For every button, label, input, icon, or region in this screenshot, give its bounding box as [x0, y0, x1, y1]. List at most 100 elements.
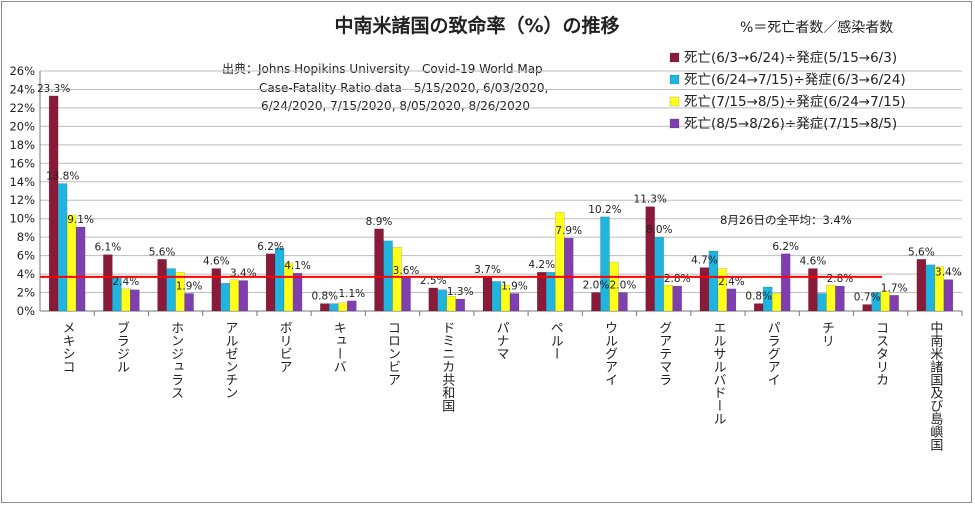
y-tick-label: 10%: [9, 212, 35, 226]
y-tick-label: 6%: [17, 249, 35, 263]
x-category-label: チリ: [819, 321, 834, 347]
data-label: 2.0%: [583, 280, 610, 292]
bar: [880, 291, 890, 312]
y-tick-label: 0%: [17, 304, 35, 318]
data-label: 1.9%: [176, 280, 203, 292]
data-label: 23.3%: [37, 83, 70, 95]
bar: [57, 183, 68, 312]
bar: [274, 247, 285, 312]
y-tick-label: 22%: [9, 101, 35, 115]
bar: [563, 237, 574, 312]
x-category-label: コスタリカ: [873, 321, 888, 386]
data-label: 8.0%: [646, 224, 673, 236]
bar: [229, 279, 240, 312]
legend-swatch: [669, 74, 680, 85]
data-labels: 23.3% 13.8% 9.1% 6.1% 2.4% 5.6% 1.9% 4.6% 3.4% 6.…: [37, 83, 962, 304]
x-category-label: アルゼンチン: [222, 321, 238, 399]
data-label: 6.1%: [95, 242, 122, 254]
legend-label: 死亡(8/5→8/26)÷発症(7/15→8/5): [684, 116, 897, 132]
bar: [338, 302, 348, 312]
data-label: 2.8%: [664, 273, 691, 285]
bar: [835, 285, 845, 312]
legend-swatch: [669, 118, 680, 129]
bar: [184, 293, 194, 312]
bar: [103, 254, 113, 312]
legend-label: 死亡(6/3→6/24)÷発症(5/15→6/3): [684, 50, 897, 66]
average-label: 8月26日の全平均：3.4%: [720, 213, 852, 227]
bar: [392, 247, 402, 312]
legend-label: 死亡(7/15→8/5)÷発症(6/24→7/15): [684, 94, 906, 110]
bar: [654, 236, 664, 312]
data-label: 3.4%: [935, 267, 962, 279]
bar: [536, 271, 547, 312]
x-category-label: ボリビア: [277, 321, 292, 373]
bar: [663, 284, 673, 312]
y-tick-label: 24%: [9, 82, 35, 96]
data-label: 3.7%: [474, 264, 501, 276]
data-label: 5.6%: [908, 246, 935, 258]
x-category-label: グアテマラ: [656, 321, 672, 386]
x-category-label: エルサルバドール: [710, 321, 726, 425]
data-label: 9.1%: [67, 214, 94, 226]
data-label: 4.6%: [800, 256, 827, 268]
data-label: 2.5%: [420, 275, 447, 287]
data-label: 11.3%: [634, 194, 667, 206]
y-tick-label: 20%: [9, 119, 35, 133]
bar: [175, 271, 185, 312]
bar: [699, 267, 710, 312]
bar: [943, 279, 954, 312]
bar: [446, 295, 457, 312]
data-label: 0.8%: [311, 291, 338, 303]
bar: [166, 268, 176, 312]
bar: [455, 298, 466, 312]
bar: [157, 259, 167, 312]
bar: [618, 292, 628, 312]
source-block: 出典：Johns Hopikins University Covid-19 Wo…: [222, 62, 548, 113]
x-category-label: ウルグアイ: [602, 321, 618, 386]
y-tick-label: 12%: [9, 193, 35, 207]
data-label: 6.2%: [257, 241, 284, 253]
data-label: 7.9%: [555, 225, 582, 237]
bar: [66, 214, 77, 312]
bar: [753, 303, 764, 312]
bar: [347, 300, 357, 312]
bar: [491, 281, 502, 312]
bar: [672, 285, 682, 312]
bar: [374, 228, 384, 312]
data-label: 0.7%: [854, 292, 881, 304]
bar: [238, 280, 249, 312]
bars: [48, 95, 954, 312]
bar: [320, 303, 330, 312]
data-label: 4.7%: [691, 255, 718, 267]
data-label: 4.2%: [528, 259, 555, 271]
x-axis: メキシコ ブラジル ホンジュラス アルゼンチン ボリビア キューバ コロンビア ドミニカ共和国…: [60, 311, 963, 451]
bar: [545, 271, 556, 312]
source-line-3: 6/24/2020, 7/15/2020, 8/05/2020, 8/26/20…: [261, 99, 530, 113]
bar: [265, 253, 276, 312]
data-label: 2.4%: [718, 276, 745, 288]
bar: [780, 253, 791, 312]
x-category-label: キューバ: [331, 321, 347, 373]
bar: [862, 304, 872, 312]
y-tick-label: 16%: [9, 156, 35, 170]
bar: [591, 292, 601, 312]
bar: [482, 276, 493, 312]
bar: [437, 289, 448, 312]
bar: [509, 293, 520, 312]
y-tick-label: 2%: [17, 286, 35, 300]
data-label: 13.8%: [46, 171, 79, 183]
data-label: 2.8%: [827, 273, 854, 285]
bar: [292, 272, 303, 312]
bar: [75, 226, 86, 312]
data-label: 0.8%: [745, 291, 772, 303]
legend-swatch: [669, 52, 680, 63]
x-category-label: コロンビア: [385, 321, 400, 386]
bar: [609, 261, 619, 312]
bar: [889, 295, 899, 312]
legend-swatch: [669, 96, 680, 107]
bar: [130, 289, 140, 312]
bar: [600, 216, 610, 312]
data-label: 3.6%: [393, 265, 420, 277]
data-label: 5.6%: [149, 246, 176, 258]
